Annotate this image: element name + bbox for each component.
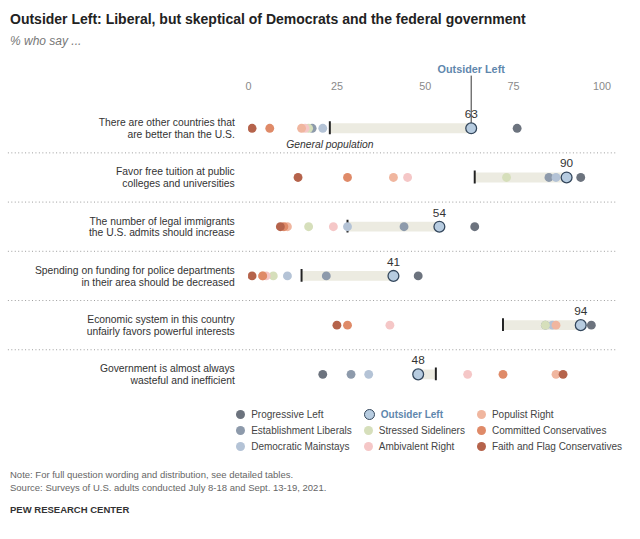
svg-text:54: 54 bbox=[433, 206, 447, 220]
html-text:Outsider Left: Liberal, but sk: Outsider Left: Liberal, but skeptical of… bbox=[10, 11, 526, 27]
svg-text:Favor free tuition at publicco: Favor free tuition at publiccolleges and… bbox=[116, 166, 235, 189]
html-text:Source: Surveys of U.S. adults: Source: Surveys of U.S. adults conducted… bbox=[10, 482, 327, 493]
html-text:% who say ...: % who say ... bbox=[10, 34, 82, 48]
svg-text:25: 25 bbox=[331, 80, 343, 92]
html-text:PEW RESEARCH CENTER: PEW RESEARCH CENTER bbox=[10, 504, 130, 515]
svg-text:90: 90 bbox=[560, 156, 574, 170]
svg-text:Outsider Left: Outsider Left bbox=[438, 63, 506, 75]
svg-text:63: 63 bbox=[465, 107, 479, 121]
html-text:Establishment Liberals: Establishment Liberals bbox=[251, 424, 352, 436]
svg-text:The number of legal immigrants: The number of legal immigrantsthe U.S. a… bbox=[89, 216, 235, 239]
html-text:Stressed Sideliners: Stressed Sideliners bbox=[378, 424, 465, 436]
html-text:Ambivalent Right: Ambivalent Right bbox=[378, 440, 455, 452]
svg-text:50: 50 bbox=[419, 80, 431, 92]
html-text:Committed Conservatives: Committed Conservatives bbox=[491, 424, 607, 436]
svg-text:Spending on funding for police: Spending on funding for police departmen… bbox=[35, 265, 235, 288]
svg-text:100: 100 bbox=[593, 80, 611, 92]
svg-text:75: 75 bbox=[508, 80, 520, 92]
html-text:Progressive Left: Progressive Left bbox=[251, 408, 324, 420]
svg-text:0: 0 bbox=[246, 80, 252, 92]
svg-text:Government is almost alwayswas: Government is almost alwayswasteful and … bbox=[100, 363, 235, 386]
html-text:Faith and Flag Conservatives: Faith and Flag Conservatives bbox=[491, 440, 622, 452]
svg-text:94: 94 bbox=[574, 304, 588, 318]
svg-text:41: 41 bbox=[387, 255, 400, 269]
svg-text:Economic system in this countr: Economic system in this countryunfairly … bbox=[87, 314, 236, 337]
html-text:Democratic Mainstays: Democratic Mainstays bbox=[251, 440, 350, 452]
html-text:Populist Right: Populist Right bbox=[491, 408, 554, 420]
svg-text:48: 48 bbox=[412, 353, 426, 367]
html-text:Outsider Left: Outsider Left bbox=[380, 408, 443, 420]
svg-text:General population: General population bbox=[286, 139, 374, 150]
svg-text:There are other countries that: There are other countries thatare better… bbox=[99, 117, 235, 140]
html-text:Note: For full question wordin: Note: For full question wording and dist… bbox=[10, 469, 294, 480]
